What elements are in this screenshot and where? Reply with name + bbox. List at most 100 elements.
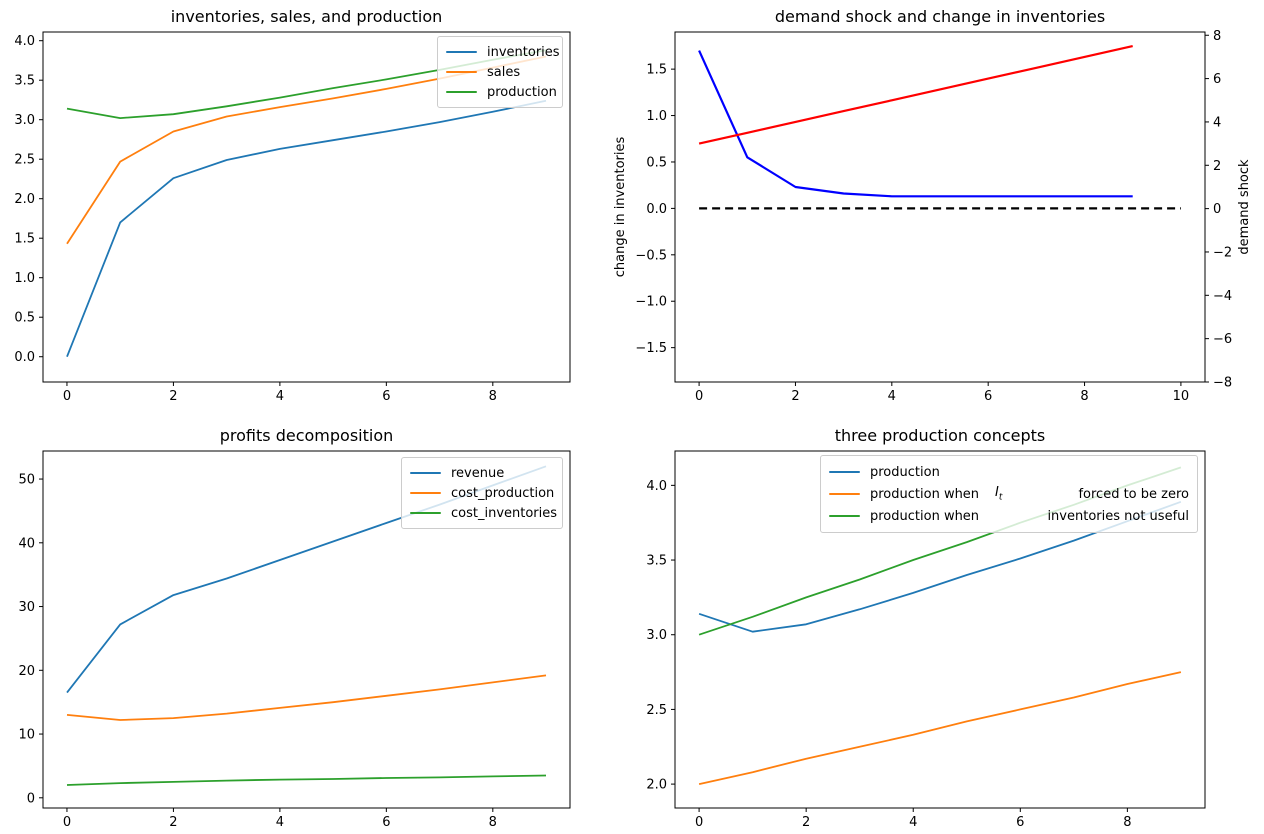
y-tick-label: 0.5 — [646, 155, 667, 170]
x-tick-label: 6 — [984, 389, 992, 404]
y-tick-label: 30 — [18, 600, 35, 615]
x-tick-label: 0 — [63, 815, 71, 830]
legend-item: revenue — [410, 463, 554, 483]
ylabel-left: change in inventories — [613, 137, 628, 278]
legend-label: cost_inventories — [451, 505, 558, 521]
y-tick-label: 2.0 — [14, 192, 35, 207]
y-tick-label: 3.5 — [14, 74, 35, 89]
legend-item: sales — [446, 62, 554, 82]
production-line-swatch — [446, 90, 477, 94]
math-symbol: It — [995, 485, 1003, 503]
cost-production-line-swatch — [410, 491, 441, 495]
sales-line-swatch — [446, 70, 477, 74]
y-tick-label: 2.5 — [14, 153, 35, 168]
legend-three-production-concepts: production production when It forced to … — [820, 455, 1198, 533]
y-tick-right-label: 8 — [1213, 29, 1221, 44]
production-line-swatch — [829, 470, 860, 474]
legend-label-right: inventories not useful — [1047, 508, 1189, 524]
y-tick-label: 1.0 — [14, 271, 35, 286]
y-tick-label: 1.0 — [646, 109, 667, 124]
y-tick-label: 2.5 — [646, 703, 667, 718]
y-tick-right-label: 4 — [1213, 115, 1221, 130]
chart-demand-shock-change-in-inventories: 0 2 4 6 8 10 −1.5 −1.0 −0.5 0.0 0.5 1.0 1.5 −8 −6 −4 −2 0… — [613, 7, 1252, 404]
axes-frame — [674, 450, 1206, 809]
y-tick-label: 1.5 — [646, 63, 667, 78]
x-tick-label: 6 — [382, 815, 390, 830]
y-tick-label: 40 — [18, 536, 35, 551]
y-tick-label: 2.0 — [646, 778, 667, 793]
legend-label: inventories — [487, 44, 560, 60]
legend-label: production when — [870, 486, 980, 502]
y-tick-right-label: −2 — [1213, 245, 1232, 260]
legend-label: revenue — [451, 465, 505, 481]
legend-item: production when inventories not useful — [829, 505, 1189, 527]
axes-frame — [42, 31, 571, 383]
legend-label: cost_production — [451, 485, 555, 501]
x-tick-label: 8 — [1080, 389, 1088, 404]
x-tick-label: 8 — [1123, 815, 1131, 830]
cost_production-line — [66, 674, 547, 721]
y-tick-label: 3.0 — [14, 113, 35, 128]
production-when-It-forced-to-be-zero-line — [698, 671, 1182, 785]
x-tick-label: 10 — [1173, 389, 1190, 404]
revenue-line-swatch — [410, 471, 441, 475]
axes-frame — [674, 31, 1206, 383]
x-tick-label: 4 — [276, 389, 284, 404]
ylabel-right: demand shock — [1237, 159, 1252, 255]
y-tick-label: 20 — [18, 664, 35, 679]
x-tick-label: 4 — [276, 815, 284, 830]
x-tick-label: 4 — [909, 815, 917, 830]
y-tick-label: 0.5 — [14, 311, 35, 326]
y-tick-right-label: 0 — [1213, 202, 1221, 217]
x-tick-label: 8 — [489, 815, 497, 830]
legend-label: production — [487, 84, 557, 100]
legend-item: cost_inventories — [410, 503, 558, 523]
y-tick-label: −1.5 — [635, 341, 667, 356]
x-tick-label: 6 — [1016, 815, 1024, 830]
cost-inventories-line-swatch — [410, 511, 441, 515]
y-tick-label: 0.0 — [646, 202, 667, 217]
y-tick-label: 4.0 — [14, 34, 35, 49]
y-tick-label: 3.0 — [646, 628, 667, 643]
y-tick-right-label: −6 — [1213, 332, 1232, 347]
y-tick-label: 1.5 — [14, 232, 35, 247]
inventories-line-swatch — [446, 50, 477, 54]
chart-title: demand shock and change in inventories — [775, 7, 1105, 26]
legend-profits-decomposition: revenue cost_production cost_inventories — [401, 457, 563, 529]
x-tick-label: 2 — [169, 389, 177, 404]
legend-item: inventories — [446, 42, 560, 62]
legend-item: production — [829, 461, 1189, 483]
legend-label: production when — [870, 508, 980, 524]
inventories-line — [66, 99, 547, 358]
chart-title: three production concepts — [835, 426, 1046, 445]
legend-label-right: forced to be zero — [1078, 486, 1189, 502]
demand-shock-line — [698, 45, 1133, 145]
production-zero-inventory-line-swatch — [829, 492, 860, 496]
y-tick-right-label: −4 — [1213, 289, 1232, 304]
y-tick-label: 0.0 — [14, 350, 35, 365]
x-tick-label: 2 — [802, 815, 810, 830]
change-in-inventories-line — [698, 50, 1133, 198]
legend-label: production — [870, 464, 940, 480]
y-tick-label: −0.5 — [635, 248, 667, 263]
y-tick-label: 10 — [18, 728, 35, 743]
x-tick-label: 0 — [63, 389, 71, 404]
cost_inventories-line — [66, 774, 547, 786]
y-tick-right-label: −8 — [1213, 376, 1232, 391]
legend-item: production — [446, 82, 557, 102]
axes-frame — [42, 450, 571, 809]
x-tick-label: 8 — [489, 389, 497, 404]
chart-title: inventories, sales, and production — [171, 7, 443, 26]
y-tick-label: 0 — [27, 791, 35, 806]
x-tick-label: 6 — [382, 389, 390, 404]
y-tick-label: 50 — [18, 473, 35, 488]
x-tick-label: 2 — [169, 815, 177, 830]
legend-item: cost_production — [410, 483, 554, 503]
x-tick-label: 0 — [695, 815, 703, 830]
y-tick-label: 3.5 — [646, 554, 667, 569]
chart-title: profits decomposition — [220, 426, 394, 445]
y-tick-right-label: 2 — [1213, 159, 1221, 174]
y-tick-label: 4.0 — [646, 479, 667, 494]
